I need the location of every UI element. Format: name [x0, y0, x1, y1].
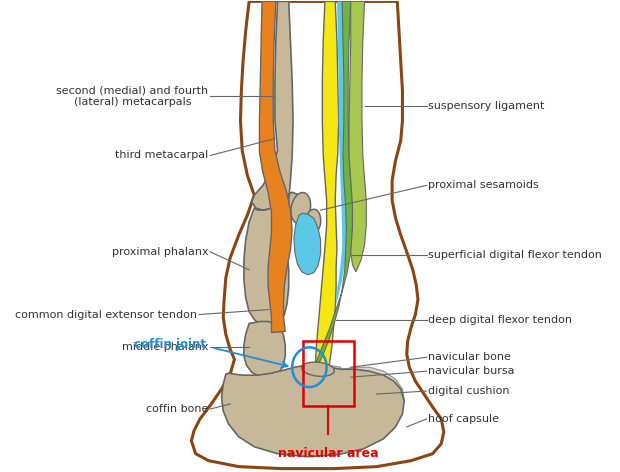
Polygon shape	[244, 321, 285, 377]
Polygon shape	[316, 1, 353, 365]
Polygon shape	[290, 365, 404, 453]
Text: superficial digital flexor tendon: superficial digital flexor tendon	[428, 250, 602, 260]
Text: hoof capsule: hoof capsule	[428, 414, 499, 424]
Polygon shape	[335, 1, 349, 308]
Text: navicular bone: navicular bone	[428, 352, 511, 362]
Polygon shape	[316, 1, 339, 365]
Text: common digital extensor tendon: common digital extensor tendon	[16, 310, 197, 320]
Text: middle phalanx: middle phalanx	[122, 342, 208, 352]
Text: navicular bursa: navicular bursa	[428, 366, 515, 376]
Polygon shape	[259, 1, 292, 332]
Text: proximal phalanx: proximal phalanx	[112, 247, 208, 257]
Text: coffin joint: coffin joint	[134, 338, 206, 351]
Text: navicular area: navicular area	[278, 447, 379, 460]
Ellipse shape	[291, 193, 311, 224]
Polygon shape	[294, 213, 321, 275]
Bar	[303, 341, 354, 406]
Ellipse shape	[302, 362, 334, 376]
Polygon shape	[244, 206, 289, 327]
Ellipse shape	[305, 209, 321, 235]
Text: second (medial) and fourth
(lateral) metacarpals: second (medial) and fourth (lateral) met…	[56, 85, 208, 107]
Text: deep digital flexor tendon: deep digital flexor tendon	[428, 314, 572, 325]
Text: proximal sesamoids: proximal sesamoids	[428, 180, 539, 190]
Text: suspensory ligament: suspensory ligament	[428, 101, 545, 111]
Polygon shape	[192, 1, 444, 469]
Text: third metacarpal: third metacarpal	[115, 151, 208, 160]
Polygon shape	[349, 1, 366, 272]
Text: digital cushion: digital cushion	[428, 386, 510, 396]
Polygon shape	[221, 365, 404, 457]
Polygon shape	[252, 1, 302, 218]
Text: coffin bone: coffin bone	[146, 404, 208, 414]
